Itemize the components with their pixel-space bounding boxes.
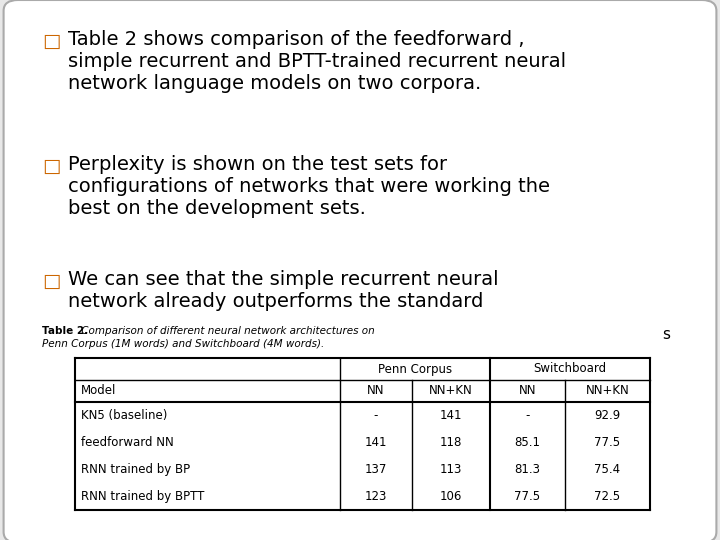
Text: 75.4: 75.4 <box>595 463 621 476</box>
Text: RNN trained by BP: RNN trained by BP <box>81 463 190 476</box>
Text: 72.5: 72.5 <box>595 490 621 503</box>
Text: 113: 113 <box>440 463 462 476</box>
Text: 141: 141 <box>365 436 387 449</box>
Text: □: □ <box>42 157 60 176</box>
Text: RNN trained by BPTT: RNN trained by BPTT <box>81 490 204 503</box>
Text: -: - <box>374 409 378 422</box>
Text: □: □ <box>42 32 60 51</box>
Text: We can see that the simple recurrent neural: We can see that the simple recurrent neu… <box>68 270 499 289</box>
Text: NN+KN: NN+KN <box>429 384 473 397</box>
Text: -: - <box>526 409 530 422</box>
Text: network language models on two corpora.: network language models on two corpora. <box>68 74 481 93</box>
Text: 123: 123 <box>365 490 387 503</box>
Text: 141: 141 <box>440 409 462 422</box>
Text: 92.9: 92.9 <box>595 409 621 422</box>
Text: Model: Model <box>81 384 117 397</box>
Text: 118: 118 <box>440 436 462 449</box>
Text: 77.5: 77.5 <box>514 490 541 503</box>
Text: Perplexity is shown on the test sets for: Perplexity is shown on the test sets for <box>68 155 447 174</box>
Text: Penn Corpus (1M words) and Switchboard (4M words).: Penn Corpus (1M words) and Switchboard (… <box>42 339 324 349</box>
Text: Penn Corpus: Penn Corpus <box>378 362 452 375</box>
Text: KN5 (baseline): KN5 (baseline) <box>81 409 167 422</box>
Text: Comparison of different neural network architectures on: Comparison of different neural network a… <box>78 326 374 336</box>
Text: □: □ <box>42 272 60 291</box>
Text: Table 2.: Table 2. <box>42 326 88 336</box>
Text: Table 2 shows comparison of the feedforward ,: Table 2 shows comparison of the feedforw… <box>68 30 524 49</box>
Text: feedforward NN: feedforward NN <box>81 436 174 449</box>
Text: NN: NN <box>367 384 384 397</box>
Text: simple recurrent and BPTT-trained recurrent neural: simple recurrent and BPTT-trained recurr… <box>68 52 566 71</box>
Text: configurations of networks that were working the: configurations of networks that were wor… <box>68 177 550 196</box>
Text: 77.5: 77.5 <box>595 436 621 449</box>
Text: Switchboard: Switchboard <box>534 362 606 375</box>
Text: 106: 106 <box>440 490 462 503</box>
Text: best on the development sets.: best on the development sets. <box>68 199 366 218</box>
Text: 137: 137 <box>365 463 387 476</box>
Text: 81.3: 81.3 <box>515 463 541 476</box>
Text: NN: NN <box>518 384 536 397</box>
Text: s: s <box>662 327 670 342</box>
Text: network already outperforms the standard: network already outperforms the standard <box>68 292 483 311</box>
Text: 85.1: 85.1 <box>515 436 541 449</box>
Text: NN+KN: NN+KN <box>585 384 629 397</box>
